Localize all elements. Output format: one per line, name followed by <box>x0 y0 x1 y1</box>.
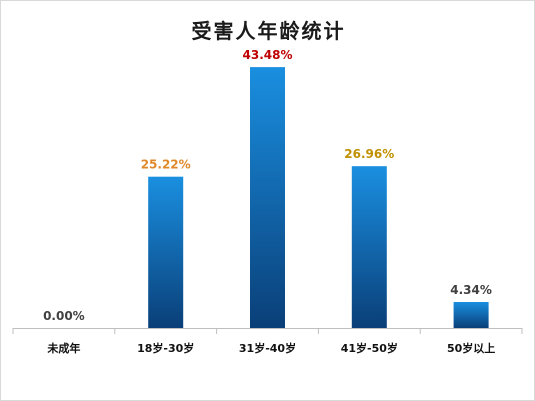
x-tick-label-1: 18岁-30岁 <box>137 341 194 355</box>
x-tick-label-4: 50岁以上 <box>447 341 495 355</box>
bars-layer <box>148 67 489 328</box>
chart-title: 受害人年龄统计 <box>191 19 346 43</box>
bar-2 <box>250 67 285 328</box>
x-tick-label-3: 41岁-50岁 <box>341 341 398 355</box>
data-label-4: 4.34% <box>450 283 492 297</box>
bar-3 <box>351 166 387 328</box>
x-tick-label-2: 31岁-40岁 <box>239 341 296 355</box>
x-tick-label-0: 未成年 <box>46 341 80 355</box>
data-label-2: 43.48% <box>243 48 293 62</box>
data-label-1: 25.22% <box>141 158 191 172</box>
bar-1 <box>148 176 184 328</box>
bar-4 <box>453 302 489 328</box>
data-label-0: 0.00% <box>43 309 85 323</box>
data-labels-layer: 0.00% 25.22% 43.48% 26.96% 4.34% <box>43 48 492 323</box>
x-axis: 未成年 18岁-30岁 31岁-40岁 41岁-50岁 50岁以上 <box>12 328 523 355</box>
data-label-3: 26.96% <box>344 147 394 161</box>
